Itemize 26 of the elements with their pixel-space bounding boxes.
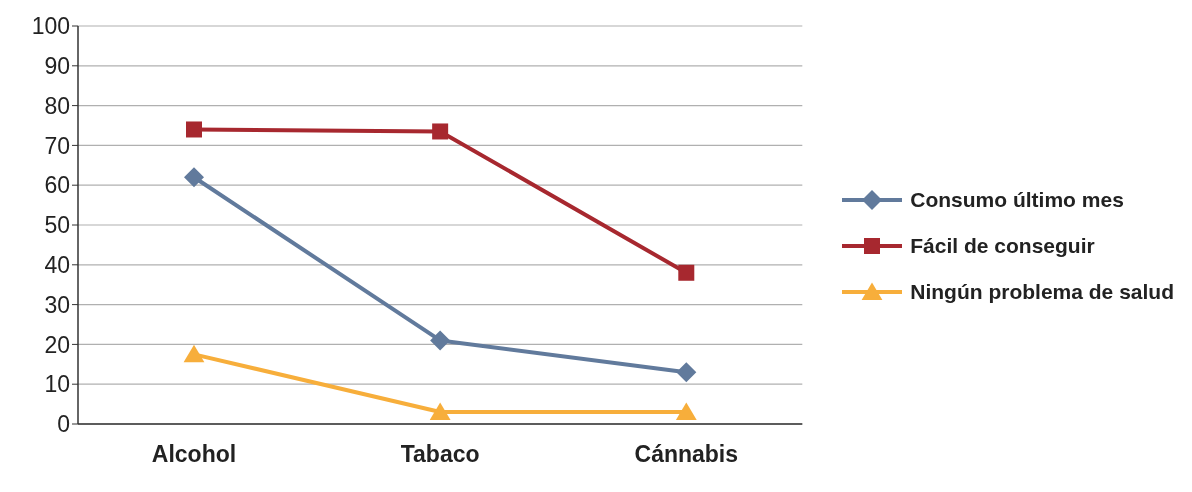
y-tick-label: 100 — [31, 13, 70, 40]
x-tick-label: Cánnabis — [634, 441, 739, 468]
y-tick-label: 90 — [44, 52, 70, 79]
y-tick-label: 50 — [44, 212, 70, 239]
point — [432, 123, 449, 140]
point — [429, 402, 451, 421]
y-tick-label: 70 — [44, 132, 70, 159]
legend-label: Consumo último mes — [910, 188, 1124, 212]
y-tick-label: 30 — [44, 291, 70, 318]
point — [675, 402, 697, 421]
legend-label: Ningún problema de salud — [910, 280, 1174, 304]
y-tick-label: 60 — [44, 172, 70, 199]
x-tick-label: Tabaco — [400, 441, 480, 468]
y-tick-label: 80 — [44, 92, 70, 119]
point — [184, 167, 204, 188]
x-tick-label: Alcohol — [151, 441, 237, 468]
y-tick-label: 0 — [57, 411, 70, 438]
y-tick-label: 40 — [44, 251, 70, 278]
point — [186, 121, 202, 138]
point — [183, 344, 205, 363]
point — [676, 362, 697, 383]
point — [430, 330, 451, 351]
y-tick-label: 10 — [44, 371, 70, 398]
y-tick-label: 20 — [44, 331, 70, 358]
point — [678, 264, 695, 281]
legend-label: Fácil de conseguir — [910, 234, 1095, 258]
